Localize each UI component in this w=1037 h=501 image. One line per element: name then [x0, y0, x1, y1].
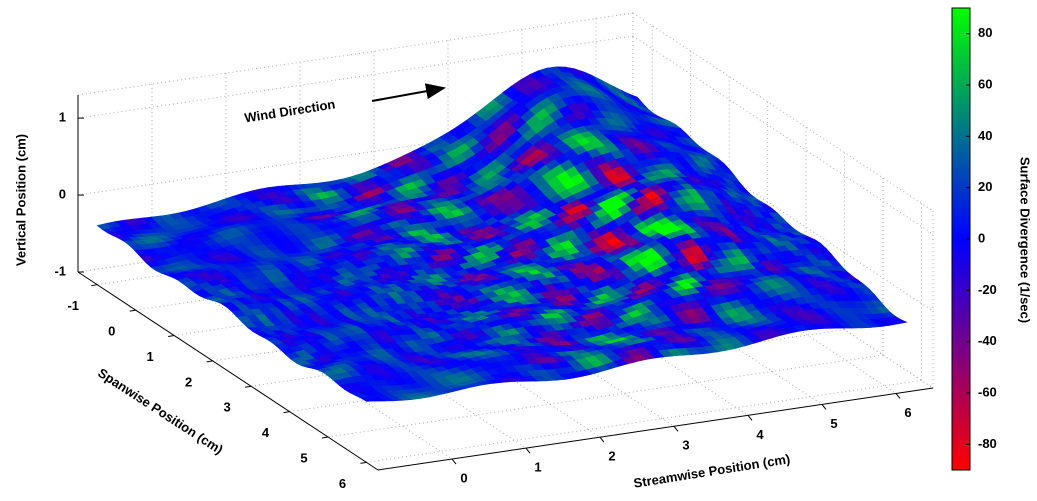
z-tick-label: 1 [59, 110, 66, 125]
x-tick [673, 425, 679, 432]
y-tick-label: 3 [223, 400, 230, 415]
y-tick [168, 334, 175, 337]
x-tick-label: 5 [830, 416, 837, 431]
x-tick [525, 447, 531, 454]
x-tick-label: 4 [756, 427, 764, 442]
colorbar-tick-label: -40 [978, 333, 997, 348]
z-tick-label: -1 [54, 263, 66, 278]
colorbar-tick-label: -80 [978, 436, 997, 451]
colorbar-tick-label: 80 [978, 25, 992, 40]
grid-line [327, 354, 884, 438]
grid-line [77, 112, 634, 196]
colorbar-tick-label: 20 [978, 179, 992, 194]
x-tick-label: 0 [460, 471, 467, 486]
colorbar-tick-label: -60 [978, 384, 997, 399]
axes: 0 1 2 3 4 5 6 -1 0 1 2 3 4 5 6 -1 0 1 [54, 95, 934, 491]
y-tick [206, 360, 213, 363]
y-tick-label: -1 [67, 298, 79, 313]
x-tick [451, 458, 457, 465]
surface [96, 66, 908, 402]
y-tick-label: 5 [300, 450, 307, 465]
z-tick-label: 0 [59, 186, 66, 201]
grid-line [77, 35, 634, 119]
x-tick [895, 393, 901, 399]
y-tick [91, 284, 98, 287]
x-tick-label: 3 [682, 438, 689, 453]
y-tick [283, 411, 290, 414]
grid-line [366, 379, 922, 463]
y-tick-label: 2 [185, 374, 192, 389]
box-edge [77, 12, 634, 96]
surface-patch [360, 397, 377, 402]
x-tick [821, 404, 827, 410]
colorbar-label: Surface Divergence (1/sec) [1018, 157, 1033, 323]
y-axis-label: Spanwise Position (cm) [95, 365, 226, 457]
x-tick-label: 2 [608, 449, 615, 464]
z-axis-label: Vertical Position (cm) [13, 134, 28, 266]
y-tick [321, 436, 329, 439]
y-tick-label: 6 [339, 476, 346, 491]
wind-arrow [371, 83, 446, 102]
x-axis-label: Streamwise Position (cm) [633, 451, 792, 491]
colorbar-tick-label: 40 [978, 128, 992, 143]
y-tick-label: 4 [262, 425, 270, 440]
x-tick [599, 436, 605, 443]
annotation: Wind Direction [243, 96, 336, 125]
y-tick-label: 0 [108, 324, 115, 339]
y-tick-label: 1 [147, 349, 154, 364]
colorbar-tick-label: 0 [978, 230, 985, 245]
colorbar-tick-label: -20 [978, 282, 997, 297]
y-tick [129, 309, 136, 312]
x-tick [747, 415, 753, 421]
x-tick-label: 1 [534, 460, 541, 475]
y-tick [244, 385, 252, 388]
x-axis-line [377, 387, 934, 471]
y-tick [360, 461, 367, 464]
x-tick-label: 6 [904, 405, 911, 420]
colorbar-tick-label: 60 [978, 76, 992, 91]
